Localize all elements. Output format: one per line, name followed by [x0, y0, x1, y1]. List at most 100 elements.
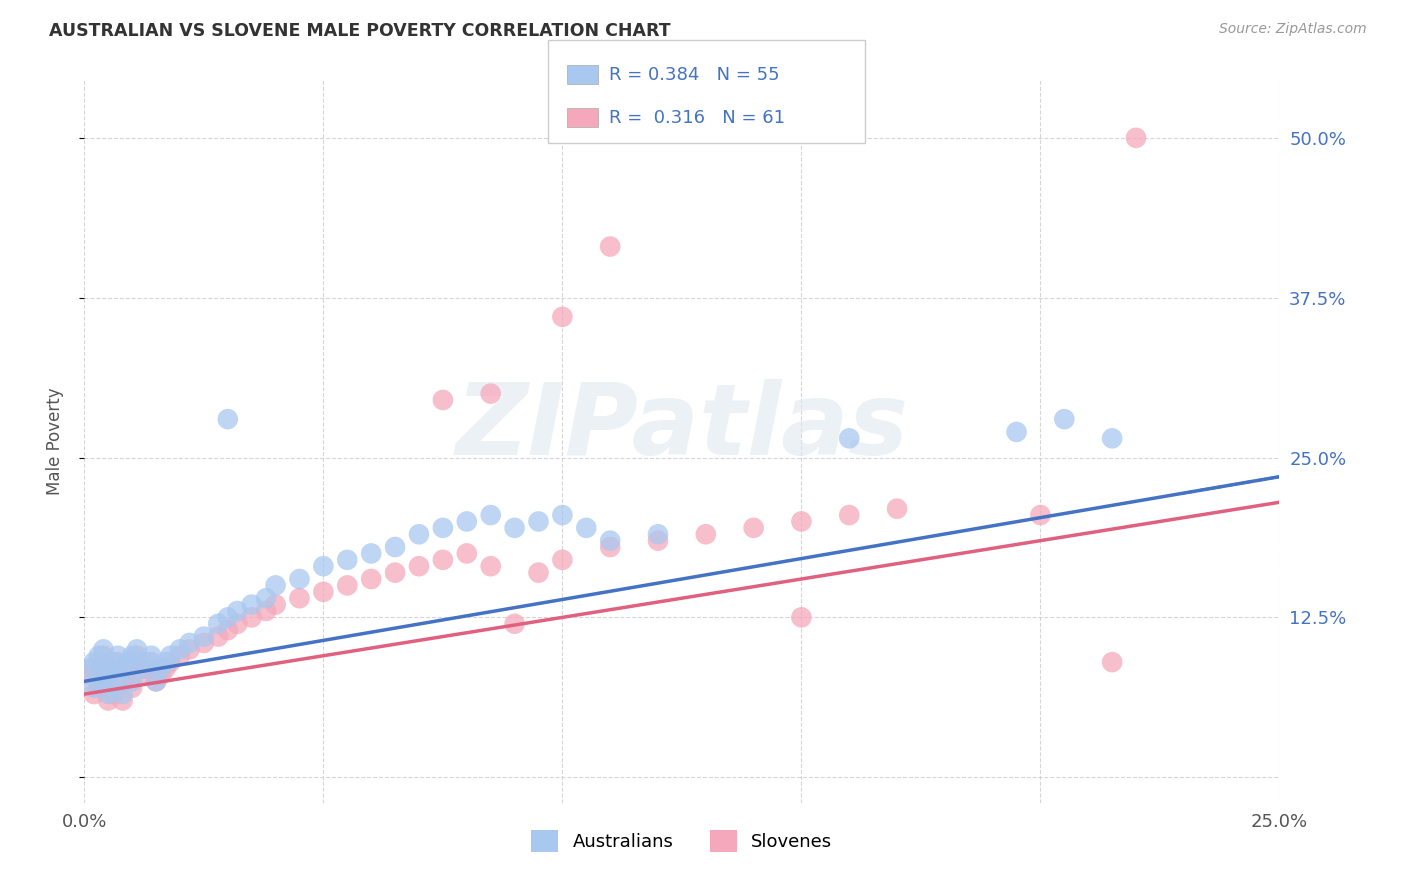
Point [408, 559, 430, 574]
Point [360, 546, 382, 560]
Point [121, 655, 143, 669]
Point [169, 648, 191, 663]
Point [77, 661, 100, 675]
Point [408, 527, 430, 541]
Point [288, 572, 311, 586]
Point [121, 648, 143, 663]
Point [479, 386, 502, 401]
Point [97, 661, 120, 675]
Point [456, 515, 478, 529]
Point [312, 559, 335, 574]
Point [111, 674, 134, 689]
Point [125, 642, 148, 657]
Point [101, 655, 124, 669]
Point [886, 501, 908, 516]
Point [207, 616, 229, 631]
Point [599, 239, 621, 253]
Point [97, 687, 120, 701]
Text: Source: ZipAtlas.com: Source: ZipAtlas.com [1219, 22, 1367, 37]
Point [101, 661, 124, 675]
Point [131, 668, 153, 682]
Point [226, 616, 249, 631]
Point [217, 412, 239, 426]
Point [159, 655, 181, 669]
Point [87, 681, 110, 695]
Point [695, 527, 717, 541]
Point [240, 598, 263, 612]
Point [1053, 412, 1076, 426]
Point [503, 616, 526, 631]
Point [77, 668, 100, 682]
Text: R =  0.316   N = 61: R = 0.316 N = 61 [609, 109, 785, 127]
Point [838, 508, 860, 522]
Point [360, 572, 382, 586]
Point [647, 533, 669, 548]
Point [101, 687, 124, 701]
Point [527, 515, 550, 529]
Point [384, 566, 406, 580]
Point [217, 623, 239, 637]
Point [149, 661, 172, 675]
Point [93, 674, 115, 689]
Point [87, 655, 110, 669]
Point [599, 540, 621, 554]
Point [312, 584, 335, 599]
Point [336, 578, 359, 592]
Point [575, 521, 598, 535]
Point [83, 687, 105, 701]
Point [527, 566, 550, 580]
Point [83, 655, 105, 669]
Point [432, 392, 454, 407]
Point [107, 655, 129, 669]
Text: ZIPatlas: ZIPatlas [456, 378, 908, 475]
Point [264, 598, 287, 612]
Point [159, 648, 181, 663]
Point [121, 674, 143, 689]
Point [551, 508, 574, 522]
Point [551, 553, 574, 567]
Point [264, 578, 287, 592]
Point [254, 591, 277, 606]
Point [179, 642, 201, 657]
Y-axis label: Male Poverty: Male Poverty [45, 388, 63, 495]
Point [456, 546, 478, 560]
Point [384, 540, 406, 554]
Point [155, 655, 177, 669]
Point [790, 610, 813, 624]
Point [111, 693, 134, 707]
Point [790, 515, 813, 529]
Point [117, 661, 139, 675]
Point [647, 527, 669, 541]
Point [145, 674, 167, 689]
Point [83, 681, 105, 695]
Point [599, 533, 621, 548]
Point [1029, 508, 1052, 522]
Point [1101, 655, 1123, 669]
Point [1125, 131, 1147, 145]
Point [111, 661, 134, 675]
Point [117, 655, 139, 669]
Text: R = 0.384   N = 55: R = 0.384 N = 55 [609, 66, 779, 84]
Point [432, 521, 454, 535]
Point [288, 591, 311, 606]
Point [432, 553, 454, 567]
Point [135, 661, 157, 675]
Point [503, 521, 526, 535]
Point [97, 693, 120, 707]
Point [336, 553, 359, 567]
Point [179, 636, 201, 650]
Point [742, 521, 765, 535]
Point [83, 661, 105, 675]
Point [97, 668, 120, 682]
Point [479, 508, 502, 522]
Point [121, 681, 143, 695]
Point [155, 661, 177, 675]
Point [131, 661, 153, 675]
Point [107, 668, 129, 682]
Point [135, 655, 157, 669]
Point [141, 648, 163, 663]
Point [93, 668, 115, 682]
Point [93, 648, 115, 663]
Point [217, 610, 239, 624]
Point [169, 642, 191, 657]
